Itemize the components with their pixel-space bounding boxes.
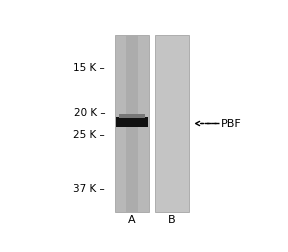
Bar bbox=[116, 117, 147, 127]
Bar bbox=[126, 36, 138, 213]
Text: 15 K –: 15 K – bbox=[73, 63, 105, 73]
Bar bbox=[115, 36, 149, 213]
Text: 25 K –: 25 K – bbox=[73, 130, 105, 140]
Text: 37 K –: 37 K – bbox=[73, 183, 105, 193]
Text: 20 K –: 20 K – bbox=[73, 108, 105, 118]
Bar bbox=[156, 36, 189, 213]
Text: B: B bbox=[168, 214, 176, 225]
Text: PBF: PBF bbox=[221, 119, 242, 129]
Bar bbox=[119, 115, 145, 118]
Text: A: A bbox=[128, 214, 136, 225]
